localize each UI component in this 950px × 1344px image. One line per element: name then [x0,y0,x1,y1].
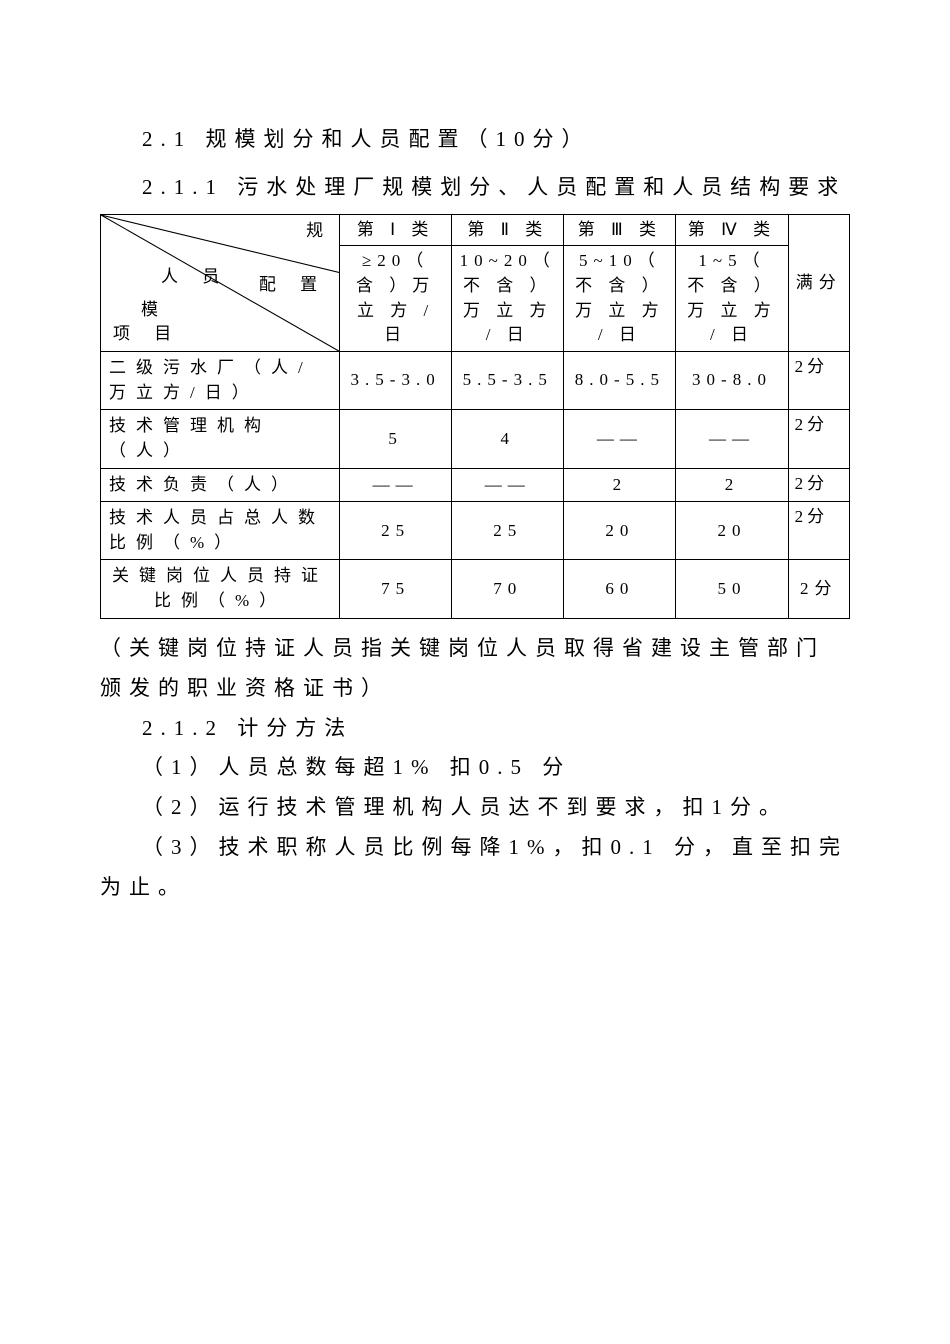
score-cell: 2分 [788,351,849,409]
scale-table: 规 人 员 配 置 模 项 目 第 Ⅰ 类 第 Ⅱ 类 第 Ⅲ 类 第 Ⅳ 类 … [100,214,850,619]
diag-label-mid: 人 员 [161,265,229,290]
section-heading-2-1: 2.1 规模划分和人员配置（10分） [100,120,850,160]
cell: 4 [452,410,564,468]
cell: 25 [340,502,452,560]
score-header: 满分 [788,214,849,351]
score-cell: 2分 [788,502,849,560]
cell: 25 [452,502,564,560]
cell: —— [564,410,676,468]
table-row: 技术负责（人） —— —— 2 2 2分 [101,468,850,502]
cell: 8.0-5.5 [564,351,676,409]
row-label: 技术管理机构（人） [101,410,340,468]
score-cell: 2分 [788,560,849,618]
document-body: 2.1 规模划分和人员配置（10分） 2.1.1 污水处理厂规模划分、人员配置和… [100,120,850,908]
cell: 70 [452,560,564,618]
cell: 20 [564,502,676,560]
unit-cell: 5~10（ 不 含 ）万 立 方 / 日 [564,246,676,352]
cell: 5.5-3.5 [452,351,564,409]
body-text: （关键岗位持证人员指关键岗位人员取得省建设主管部门颁发的职业资格证书） 2.1.… [100,629,850,908]
diag-label-top: 规 [306,219,329,244]
table-header-row: 规 人 员 配 置 模 项 目 第 Ⅰ 类 第 Ⅱ 类 第 Ⅲ 类 第 Ⅳ 类 … [101,214,850,246]
diagonal-header: 规 人 员 配 置 模 项 目 [101,214,340,351]
section-heading-2-1-2: 2.1.2 计分方法 [100,709,850,749]
unit-cell: 10~20（ 不 含 ）万 立 方 / 日 [452,246,564,352]
row-label: 关键岗位人员持证比例（%） [101,560,340,618]
cell: —— [340,468,452,502]
table-note: （关键岗位持证人员指关键岗位人员取得省建设主管部门颁发的职业资格证书） [100,629,850,709]
cell: 2 [564,468,676,502]
list-item-3: （3）技术职称人员比例每降1%，扣0.1 分，直至扣完为止。 [100,828,850,908]
cell: —— [452,468,564,502]
diag-label-mid-right: 配 置 [259,273,327,298]
col-header: 第 Ⅱ 类 [452,214,564,246]
unit-cell: 1~5（ 不 含 ）万 立 方 / 日 [676,246,788,352]
table-row: 技术人员占总人数比例（%） 25 25 20 20 2分 [101,502,850,560]
list-item-2: （2）运行技术管理机构人员达不到要求，扣1分。 [100,788,850,828]
cell: 60 [564,560,676,618]
cell: 3.5-3.0 [340,351,452,409]
row-label: 二级污水厂（人/万立方/日） [101,351,340,409]
row-label: 技术负责（人） [101,468,340,502]
table-row: 关键岗位人员持证比例（%） 75 70 60 50 2分 [101,560,850,618]
col-header: 第 Ⅲ 类 [564,214,676,246]
diag-label-bot-mid: 模 [141,298,178,323]
diag-label-bot: 项 目 [113,322,181,347]
score-cell: 2分 [788,468,849,502]
col-header: 第 Ⅰ 类 [340,214,452,246]
cell: 75 [340,560,452,618]
unit-cell: ≥20（ 含 ）万 立 方 / 日 [340,246,452,352]
cell: 5 [340,410,452,468]
row-label: 技术人员占总人数比例（%） [101,502,340,560]
score-cell: 2分 [788,410,849,468]
cell: 50 [676,560,788,618]
cell: 30-8.0 [676,351,788,409]
table-row: 二级污水厂（人/万立方/日） 3.5-3.0 5.5-3.5 8.0-5.5 3… [101,351,850,409]
cell: —— [676,410,788,468]
cell: 2 [676,468,788,502]
section-heading-2-1-1: 2.1.1 污水处理厂规模划分、人员配置和人员结构要求 [100,168,850,208]
table-row: 技术管理机构（人） 5 4 —— —— 2分 [101,410,850,468]
col-header: 第 Ⅳ 类 [676,214,788,246]
list-item-1: （1）人员总数每超1% 扣0.5 分 [100,748,850,788]
cell: 20 [676,502,788,560]
